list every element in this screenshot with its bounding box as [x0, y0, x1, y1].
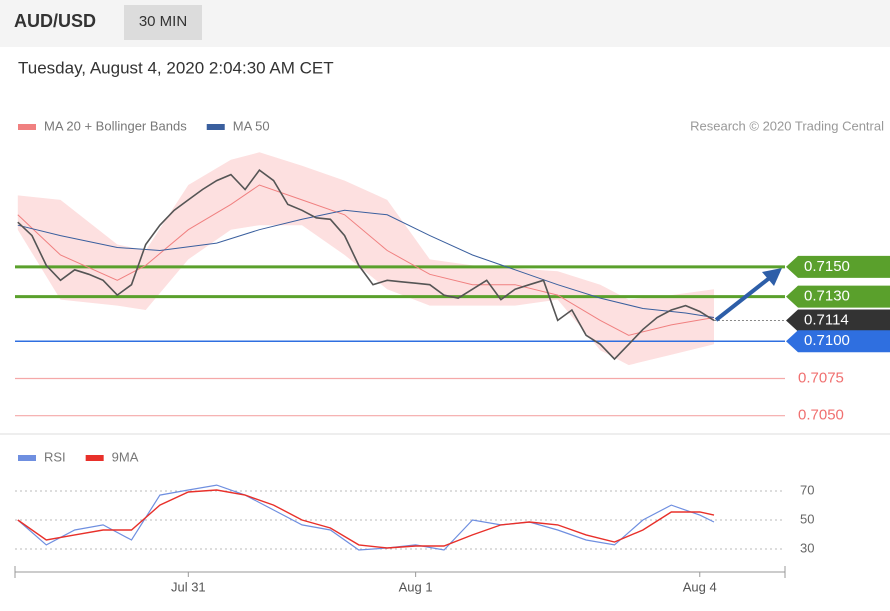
credit: Research © 2020 Trading Central	[690, 118, 884, 133]
rsi-line	[17, 489, 715, 549]
legend-swatch	[206, 124, 225, 130]
x-tick-label: Aug 4	[683, 579, 717, 594]
level-label: 0.7050	[798, 407, 844, 424]
ma-line	[17, 184, 715, 336]
level-label: 0.7114	[804, 311, 849, 328]
level-label: 0.7100	[804, 332, 850, 349]
legend-label: MA 50	[233, 118, 270, 133]
rsi-line	[17, 484, 715, 551]
level-tag	[786, 330, 890, 353]
legend-label: 9MA	[112, 449, 139, 464]
rsi-tick-label: 70	[800, 482, 814, 497]
rsi-tick-label: 50	[800, 511, 814, 526]
legend-swatch	[85, 455, 104, 461]
level-label: 0.7150	[804, 258, 850, 275]
level-tag	[786, 255, 890, 278]
level-label: 0.7075	[798, 369, 844, 386]
rsi-tick-label: 30	[800, 540, 814, 555]
forecast-arrowhead	[762, 268, 782, 286]
level-tag	[786, 309, 890, 332]
ma-line	[17, 209, 715, 318]
legend-swatch	[18, 455, 36, 461]
interval-button[interactable]	[124, 5, 202, 40]
legend-label: RSI	[44, 449, 66, 464]
x-tick-label: Jul 31	[171, 579, 206, 594]
bollinger-band	[17, 152, 715, 366]
interval-label: 30 MIN	[139, 13, 187, 30]
level-tag	[786, 285, 890, 308]
level-label: 0.7130	[804, 288, 850, 305]
forecast-arrow	[714, 274, 774, 322]
legend-swatch	[18, 124, 36, 130]
pair-title: AUD/USD	[14, 11, 96, 31]
legend-label: MA 20 + Bollinger Bands	[44, 118, 187, 133]
timestamp: Tuesday, August 4, 2020 2:04:30 AM CET	[18, 58, 334, 77]
x-tick-label: Aug 1	[399, 579, 433, 594]
price-line	[17, 168, 715, 361]
